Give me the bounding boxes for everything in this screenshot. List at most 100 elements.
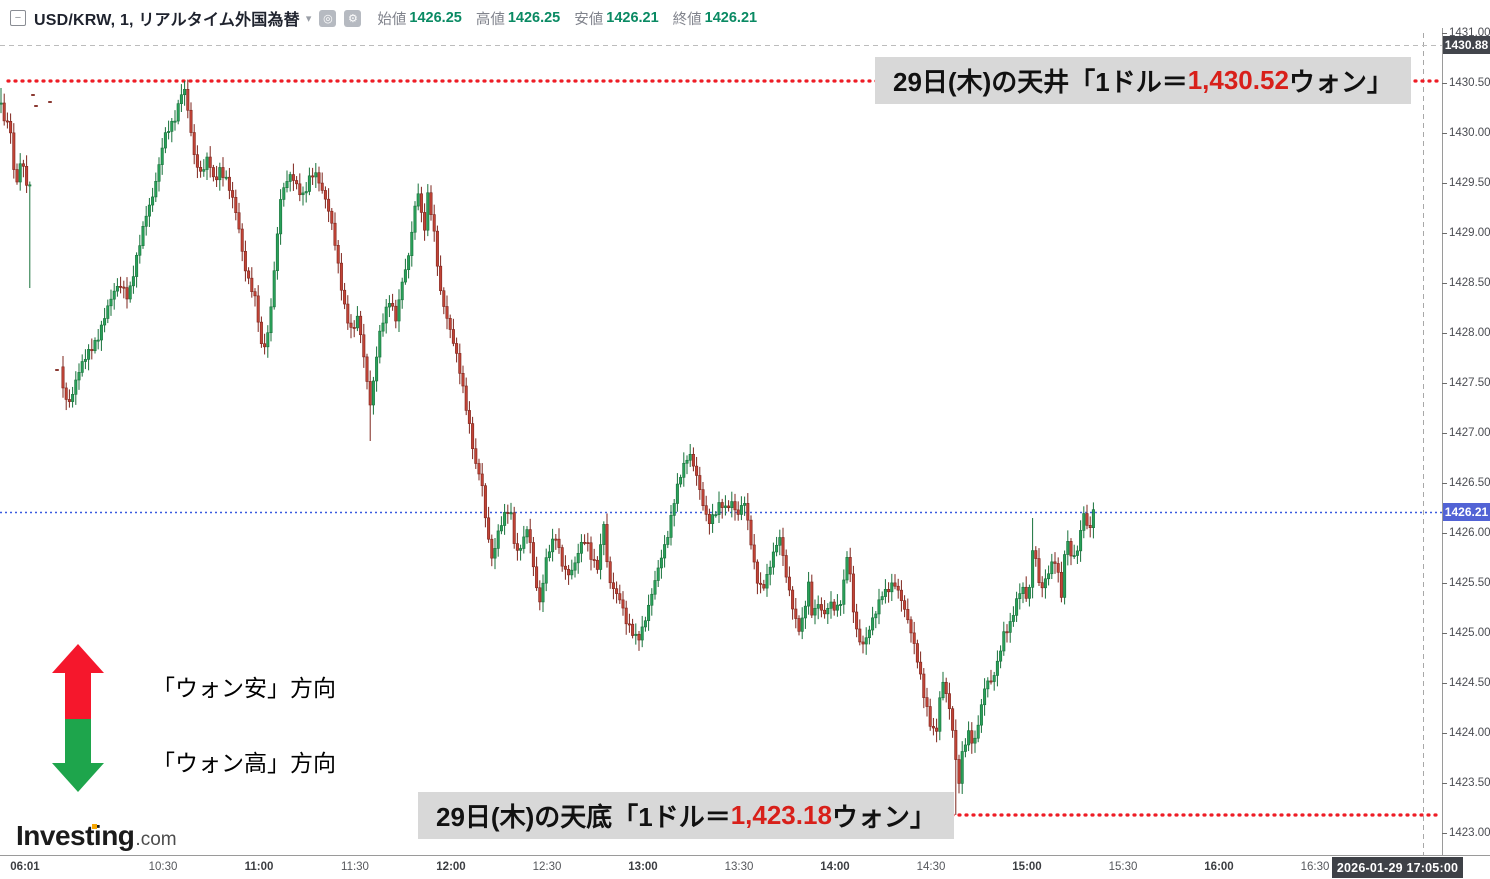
time-tick-label: 12:00 — [436, 861, 466, 873]
candle — [835, 604, 839, 611]
candle — [192, 132, 196, 155]
ohlc-readout: 始値 1426.25 高値 1426.25 安値 1426.21 終値 1426.21 — [377, 8, 757, 29]
candle — [487, 517, 491, 540]
candle — [467, 410, 471, 424]
candle — [224, 176, 228, 179]
candle — [787, 576, 791, 591]
candle — [272, 270, 276, 308]
candle — [9, 121, 13, 134]
price-tick-label: 1428.00 — [1449, 326, 1490, 339]
candle — [775, 544, 779, 553]
eye-icon[interactable]: ◎ — [319, 9, 337, 27]
time-tick-label: 11:30 — [341, 861, 369, 873]
candle — [887, 589, 891, 593]
collapse-icon[interactable]: − — [10, 10, 26, 26]
candle — [771, 551, 775, 568]
crosshair-time-badge: 2026-01-29 17:05:00 — [1332, 857, 1463, 878]
candle — [109, 298, 113, 307]
candle — [813, 607, 817, 616]
candle — [307, 175, 311, 192]
candle — [762, 584, 766, 589]
candle — [90, 349, 94, 352]
candle — [288, 174, 292, 182]
candle — [989, 680, 993, 683]
candle — [877, 599, 881, 615]
candle — [679, 477, 683, 485]
candle — [509, 512, 513, 515]
time-tick-label: 15:30 — [1108, 861, 1138, 873]
candle — [250, 277, 254, 292]
candle — [285, 181, 289, 188]
candle — [592, 559, 596, 561]
candle — [717, 502, 721, 515]
candle — [1079, 530, 1083, 552]
candle — [896, 585, 900, 591]
candle — [1015, 598, 1019, 616]
last-price-badge: 1426.21 — [1443, 503, 1490, 521]
candle — [1027, 587, 1031, 599]
candle — [1066, 541, 1070, 555]
candle — [963, 744, 967, 752]
time-tick-label: 13:00 — [628, 861, 658, 873]
candle — [541, 582, 545, 603]
candle — [1002, 631, 1006, 652]
candle — [362, 334, 366, 358]
candle — [1040, 582, 1044, 589]
candle — [234, 197, 238, 214]
candle — [845, 557, 849, 581]
low-value: 1426.21 — [606, 10, 659, 26]
candle — [823, 609, 827, 615]
candle — [675, 483, 679, 504]
candle — [1031, 550, 1035, 588]
candle — [131, 276, 135, 287]
candle — [314, 172, 318, 178]
candle — [1056, 563, 1060, 573]
candle — [122, 286, 126, 289]
candle — [605, 524, 609, 563]
candle — [778, 537, 782, 546]
candle — [842, 579, 846, 605]
candle — [554, 538, 558, 541]
candle — [205, 156, 209, 170]
candle — [800, 617, 804, 632]
candle — [186, 88, 190, 111]
candle — [211, 167, 215, 178]
candle — [951, 708, 955, 731]
candle — [64, 387, 68, 400]
candle — [240, 228, 244, 252]
investing-logo-text: Investing — [16, 820, 135, 851]
candle — [103, 318, 107, 326]
candle — [253, 291, 257, 297]
chevron-down-icon[interactable]: ▾ — [305, 12, 312, 25]
candle — [435, 230, 439, 267]
candle — [839, 604, 843, 606]
gear-icon[interactable]: ⚙ — [344, 9, 362, 27]
candle — [682, 462, 686, 478]
candle — [525, 529, 529, 538]
candle — [163, 132, 167, 149]
candle — [573, 562, 577, 571]
candle — [448, 318, 452, 330]
candle — [471, 423, 475, 449]
candle — [67, 399, 71, 402]
candle — [611, 582, 615, 589]
candle — [71, 394, 75, 402]
candle — [714, 514, 718, 517]
candle — [266, 332, 270, 348]
time-tick-label: 14:30 — [916, 861, 946, 873]
candle — [442, 290, 446, 307]
candle — [183, 88, 187, 96]
symbol-title[interactable]: USD/KRW, 1, リアルタイム外国為替 — [34, 12, 300, 29]
candle — [640, 626, 644, 641]
candle — [147, 204, 151, 217]
candle — [1043, 578, 1047, 589]
candle — [426, 192, 430, 231]
floor-annotation-prefix: 29日(木)の天底「1ドル＝ — [436, 802, 731, 832]
candle — [925, 697, 929, 707]
price-tick-label: 1425.50 — [1449, 576, 1490, 589]
candle — [797, 618, 801, 632]
time-tick-label: 12:30 — [532, 861, 562, 873]
candle — [445, 306, 449, 319]
candle — [602, 524, 606, 545]
candle — [579, 541, 583, 554]
